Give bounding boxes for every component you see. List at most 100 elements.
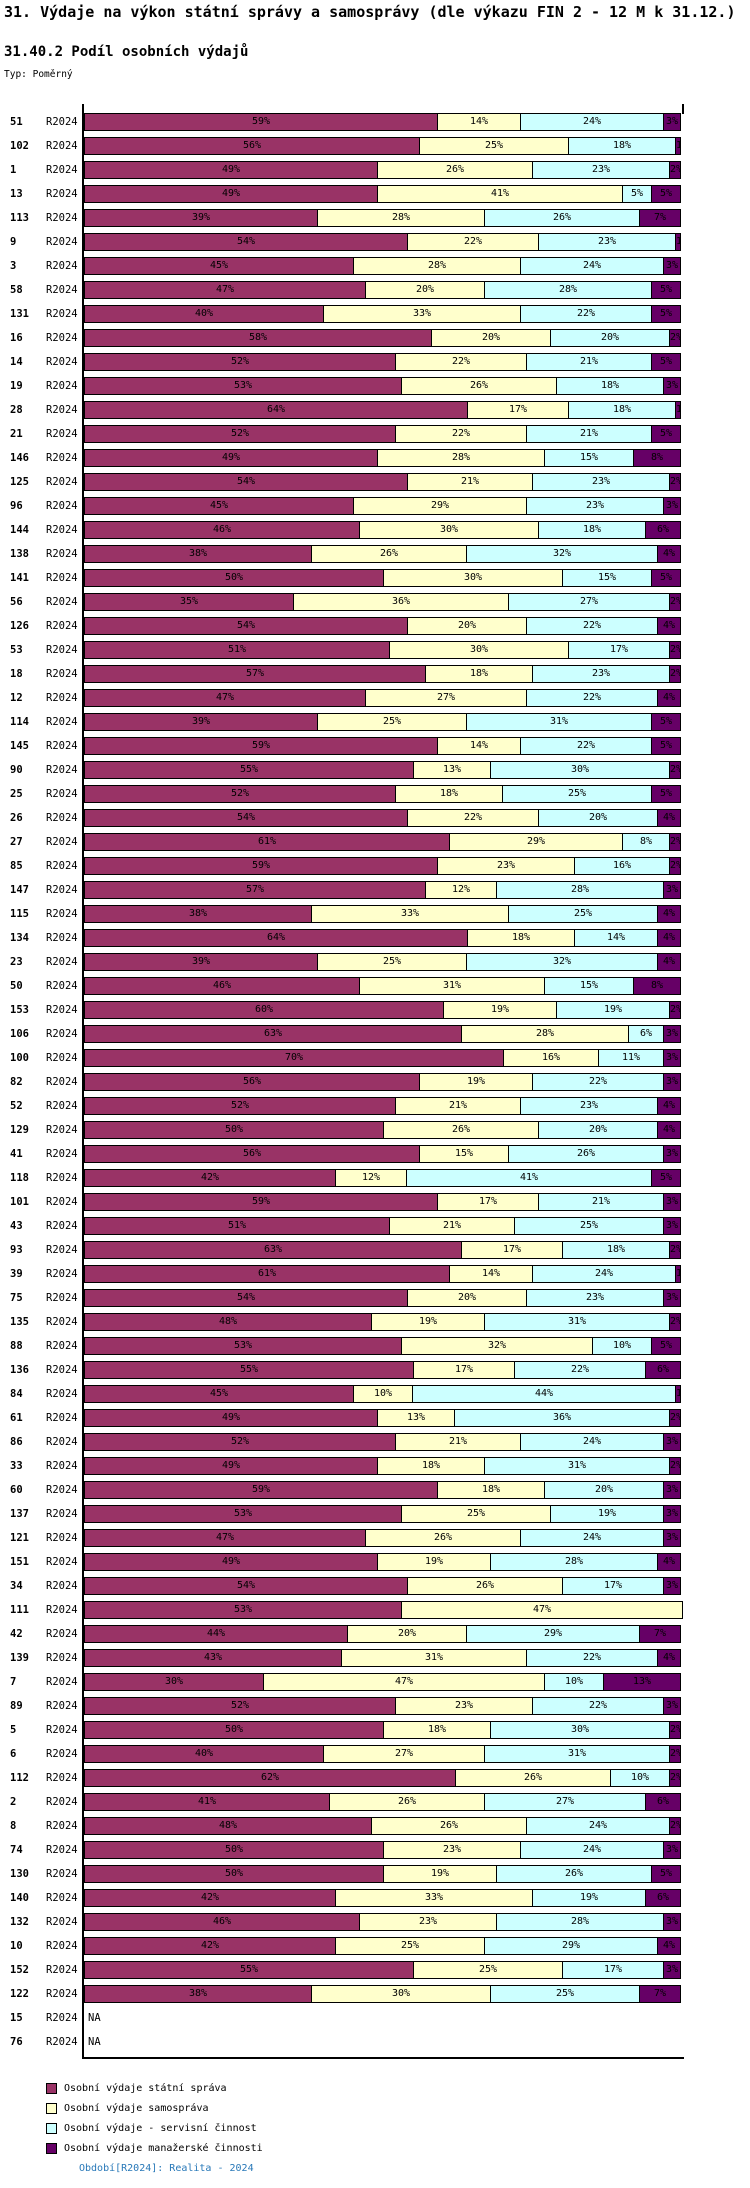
segment-value-label: 28% [564,1556,584,1567]
stacked-bar: 53% 32% 10% 5% [84,1337,684,1355]
bar-segment: 50% [84,569,384,587]
segment-value-label: 3% [665,116,679,127]
stacked-bar: 52% 21% 24% 3% [84,1433,684,1451]
legend-swatch-servisni-cinnost [46,2122,57,2134]
segment-value-label: 23% [591,476,611,487]
stacked-bar: 48% 26% 24% 2% [84,1817,684,1835]
row-id-label: 56 [10,596,23,608]
segment-value-label: 11% [621,1052,641,1063]
segment-value-label: 2% [670,1460,681,1471]
bar-segment: 36% [293,593,509,611]
bar-segment: 30% [84,1673,264,1691]
bar-segment: 42% [84,1169,336,1187]
stacked-bar: 61% 29% 8% 2% [84,833,684,851]
bar-segment: 26% [311,545,467,563]
segment-value-label: 5% [659,1868,673,1879]
bar-segment: 54% [84,617,408,635]
stacked-bar: 70% 16% 11% 3% [84,1049,684,1067]
bar-segment: 17% [562,1961,664,1979]
segment-value-label: 4% [662,932,676,943]
bar-segment: 59% [84,857,438,875]
row-id-label: 50 [10,980,23,992]
bar-segment: 40% [84,1745,324,1763]
chart-row: 2 R2024 41% 26% 27% 6% [0,1793,750,1811]
segment-value-label: 23% [597,236,617,247]
stacked-bar: 48% 19% 31% 2% [84,1313,684,1331]
bar-segment: 14% [574,929,658,947]
bar-segment: 4% [657,1553,681,1571]
segment-value-label: 4% [662,692,676,703]
segment-value-label: 56% [242,1148,262,1159]
segment-value-label: 53% [233,1508,253,1519]
chart-row: 106 R2024 63% 28% 6% 3% [0,1025,750,1043]
chart-row: 39 R2024 61% 14% 24% 1% [0,1265,750,1283]
segment-value-label: 56% [242,1076,262,1087]
segment-value-label: 20% [600,332,620,343]
stacked-bar: 55% 17% 22% 6% [84,1361,684,1379]
segment-value-label: 51% [227,1220,247,1231]
segment-value-label: 41% [490,188,510,199]
stacked-bar: 56% 15% 26% 3% [84,1145,684,1163]
bar-segment: 19% [556,1001,670,1019]
row-period-label: R2024 [46,2012,78,2024]
row-period-label: R2024 [46,1172,78,1184]
segment-value-label: 14% [481,1268,501,1279]
stacked-bar: 38% 30% 25% 7% [84,1985,684,2003]
chart-row: 138 R2024 38% 26% 32% 4% [0,545,750,563]
row-id-label: 26 [10,812,23,824]
bar-segment: 5% [651,185,681,203]
segment-value-label: 2% [670,332,681,343]
bar-segment: 29% [449,833,623,851]
row-period-label: R2024 [46,260,78,272]
bar-segment: 49% [84,185,378,203]
segment-value-label: 28% [391,212,411,223]
chart-row: 118 R2024 42% 12% 41% 5% [0,1169,750,1187]
segment-value-label: 30% [570,764,590,775]
row-period-label: R2024 [46,1772,78,1784]
row-id-label: 147 [10,884,29,896]
segment-value-label: 24% [582,260,602,271]
segment-value-label: 30% [164,1676,184,1687]
bar-segment: 4% [657,809,681,827]
bar-segment: 2% [669,1745,681,1763]
stacked-bar: 49% 19% 28% 4% [84,1553,684,1571]
segment-value-label: 16% [541,1052,561,1063]
bar-segment: 32% [401,1337,593,1355]
bar-segment: 26% [365,1529,521,1547]
segment-value-label: 27% [579,596,599,607]
segment-value-label: 23% [496,860,516,871]
row-id-label: 18 [10,668,23,680]
segment-value-label: 56% [242,140,262,151]
segment-value-label: 2% [670,1772,681,1783]
bar-segment: 5% [651,305,681,323]
chart-row: 85 R2024 59% 23% 16% 2% [0,857,750,875]
bar-segment: 28% [377,449,545,467]
row-id-label: 2 [10,1796,17,1808]
row-id-label: 88 [10,1340,23,1352]
segment-value-label: 1% [676,234,680,250]
stacked-bar: 46% 23% 28% 3% [84,1913,684,1931]
bar-segment: 17% [461,1241,563,1259]
chart-row: 111 R2024 53% 47% [0,1601,750,1619]
legend-label: Osobní výdaje státní správa [64,2082,227,2094]
row-period-label: R2024 [46,548,78,560]
row-id-label: 10 [10,1940,23,1952]
segment-value-label: 5% [659,572,673,583]
chart-row: 7 R2024 30% 47% 10% 13% [0,1673,750,1691]
stacked-bar: 49% 13% 36% 2% [84,1409,684,1427]
segment-value-label: 3% [665,1148,679,1159]
row-period-label: R2024 [46,1964,78,1976]
row-period-label: R2024 [46,884,78,896]
row-id-label: 151 [10,1556,29,1568]
segment-value-label: 26% [475,1580,495,1591]
row-period-label: R2024 [46,836,78,848]
row-period-label: R2024 [46,1244,78,1256]
segment-value-label: 12% [451,884,471,895]
segment-value-label: 23% [579,1100,599,1111]
bar-segment: 7% [639,209,681,227]
segment-value-label: 54% [236,1292,256,1303]
segment-value-label: 19% [430,1868,450,1879]
segment-value-label: 23% [454,1700,474,1711]
segment-value-label: 25% [382,716,402,727]
bar-segment: 19% [550,1505,664,1523]
